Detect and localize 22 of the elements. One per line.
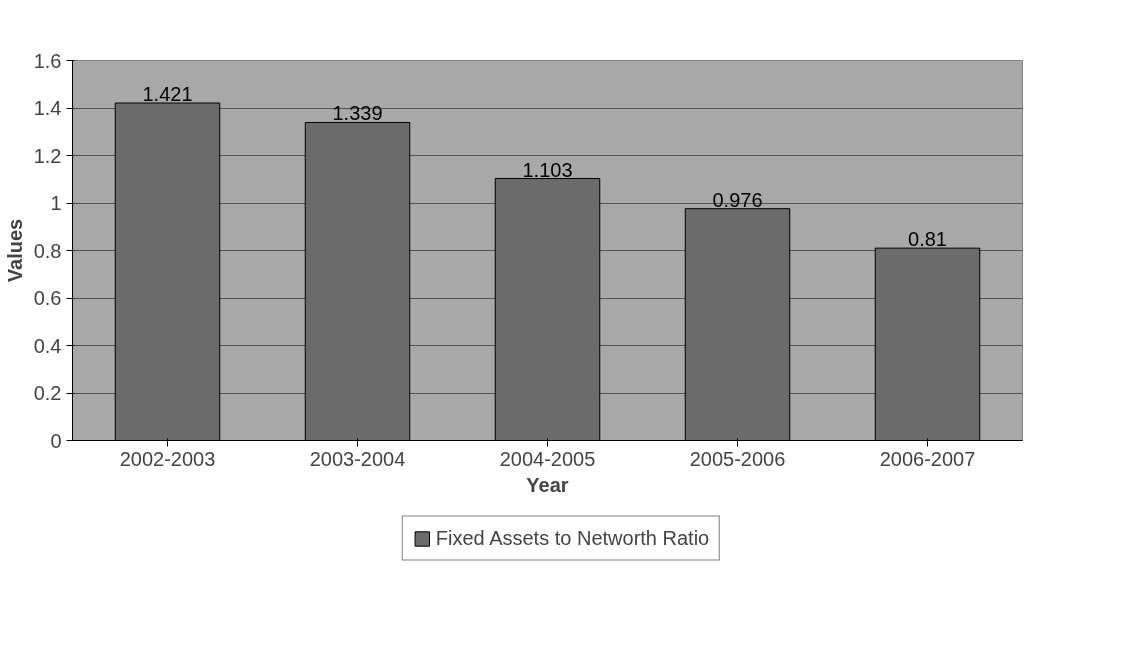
y-tick-label: 0.2 [33, 382, 62, 404]
x-tick-label: 2004-2005 [499, 447, 596, 470]
data-label: 0.976 [712, 188, 763, 211]
x-tick-label: 2005-2006 [689, 447, 786, 470]
y-tick-label: 0.8 [33, 239, 62, 262]
y-tick-label: 1.2 [33, 144, 62, 167]
y-tick-label: 1.6 [33, 49, 62, 72]
legend-label: Fixed Assets to Networth Ratio [435, 526, 710, 550]
y-tick-label: 1.4 [33, 97, 62, 119]
x-tick-label: 2003-2004 [309, 447, 406, 470]
x-axis-title: Year [526, 473, 569, 496]
x-tick-label: 2002-2003 [119, 447, 216, 470]
data-label: 1.339 [332, 102, 383, 125]
y-axis-title: Values [3, 218, 26, 283]
data-label: 1.103 [522, 158, 573, 181]
y-tick-label: 0 [50, 429, 62, 452]
x-tick-label: 2006-2007 [879, 447, 976, 470]
y-tick-label: 0.4 [33, 334, 62, 357]
data-label: 1.421 [142, 83, 193, 106]
data-label: 0.81 [908, 228, 947, 251]
y-tick-label: 0.6 [33, 287, 62, 309]
y-tick-label: 1 [50, 192, 62, 214]
